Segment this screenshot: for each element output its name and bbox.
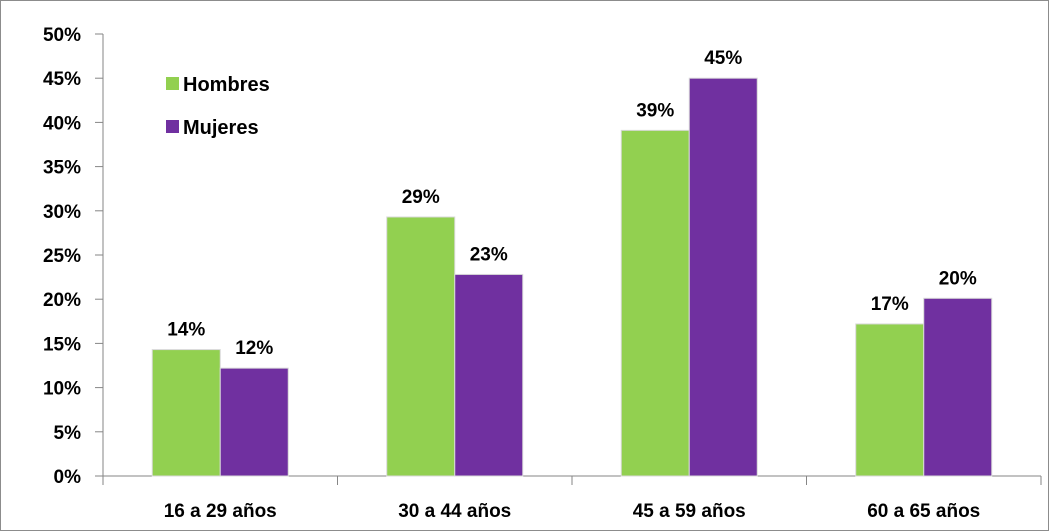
- bar-hombres: [386, 216, 456, 477]
- legend-swatch: [166, 120, 179, 133]
- x-category-label: 16 a 29 años: [164, 501, 277, 522]
- y-tick-label: 25%: [43, 246, 81, 267]
- x-category-label: 45 a 59 años: [633, 501, 746, 522]
- data-label: 45%: [704, 48, 742, 69]
- data-label: 14%: [167, 320, 205, 341]
- y-tick-label: 35%: [43, 158, 81, 179]
- data-label: 20%: [939, 268, 977, 289]
- bar-mujeres: [923, 297, 993, 477]
- y-tick-label: 5%: [54, 423, 82, 444]
- y-tick-label: 45%: [43, 69, 81, 90]
- data-label: 23%: [470, 244, 508, 265]
- data-label: 12%: [235, 338, 273, 359]
- y-tick-label: 20%: [43, 290, 81, 311]
- legend-label: Mujeres: [183, 117, 259, 139]
- data-label: 39%: [636, 100, 674, 121]
- y-tick-label: 0%: [54, 467, 82, 488]
- bar-hombres: [855, 323, 925, 477]
- legend-label: Hombres: [183, 74, 270, 96]
- legend-swatch: [166, 77, 179, 90]
- y-tick-label: 30%: [43, 202, 81, 223]
- bar-mujeres: [688, 77, 758, 477]
- bar-hombres: [151, 349, 221, 477]
- x-category-label: 60 a 65 años: [867, 501, 980, 522]
- data-label: 17%: [871, 294, 909, 315]
- y-tick-label: 10%: [43, 379, 81, 400]
- bar-mujeres: [454, 273, 524, 477]
- x-category-label: 30 a 44 años: [398, 501, 511, 522]
- y-tick-label: 40%: [43, 113, 81, 134]
- y-tick-label: 50%: [43, 25, 81, 46]
- bar-mujeres: [219, 367, 289, 477]
- data-label: 29%: [402, 187, 440, 208]
- y-tick-label: 15%: [43, 334, 81, 355]
- bar-hombres: [620, 129, 690, 477]
